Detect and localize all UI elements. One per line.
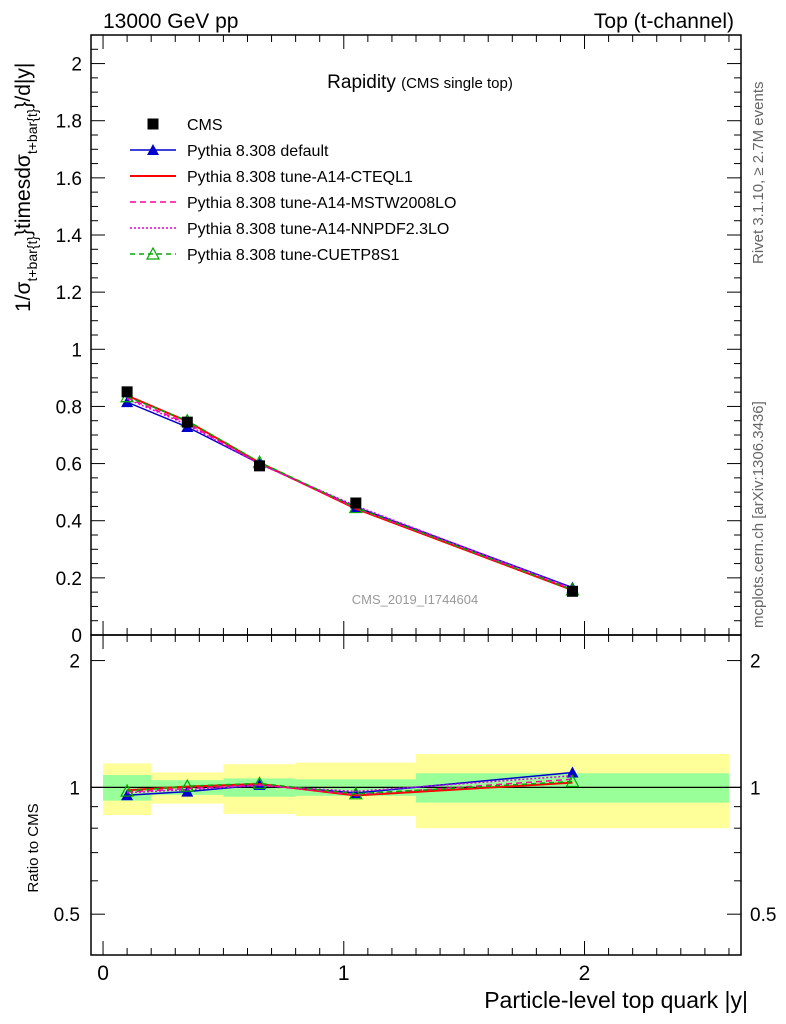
y-tick-label: 1.4 <box>56 226 83 247</box>
x-axis-label: Particle-level top quark |y| <box>484 987 748 1013</box>
ratio-tick-label: 0.5 <box>54 905 80 926</box>
ratio-tick-label: 2 <box>69 652 80 673</box>
ratio-tick-label-right: 0.5 <box>750 905 776 926</box>
y-tick-label: 0.4 <box>56 512 83 533</box>
legend-marker <box>147 118 159 130</box>
y-tick-label: 1 <box>71 340 82 361</box>
rivet-label: Rivet 3.1.10, ≥ 2.7M events <box>750 82 767 265</box>
legend-label: Pythia 8.308 tune-A14-MSTW2008LO <box>187 195 456 212</box>
process-label: Top (t-channel) <box>594 10 734 33</box>
y-tick-label: 1.6 <box>56 169 82 190</box>
series-line <box>126 401 573 589</box>
ratio-panel-frame <box>90 634 742 956</box>
legend-label: Pythia 8.308 tune-A14-CTEQL1 <box>187 169 413 186</box>
x-tick-label: 2 <box>579 962 591 985</box>
y-tick-label: 1.8 <box>56 112 82 133</box>
data-point <box>350 497 362 509</box>
y-tick-label: 2 <box>71 55 82 76</box>
data-point <box>181 416 193 428</box>
ratio-point <box>348 786 363 800</box>
ratio-point <box>566 766 579 778</box>
ratio-point <box>180 778 195 792</box>
data-point <box>121 386 133 398</box>
y-tick-label: 0.2 <box>56 569 82 590</box>
legend-label: Pythia 8.308 tune-A14-NNPDF2.3LO <box>187 221 449 238</box>
ratio-point <box>252 776 267 789</box>
y-tick-label: 0.6 <box>56 455 82 476</box>
series-line <box>126 398 573 590</box>
ratio-point <box>121 789 134 801</box>
ratio-point <box>565 774 580 788</box>
x-tick-label: 1 <box>338 962 350 985</box>
x-tick-label: 0 <box>97 962 109 985</box>
ratio-tick-label-right: 2 <box>750 652 761 673</box>
legend-marker <box>145 246 161 260</box>
y-tick-label: 1.2 <box>56 283 82 304</box>
y-tick-label: 0.8 <box>56 397 82 418</box>
energy-label: 13000 GeV pp <box>103 10 238 33</box>
y-axis-label: 1/σt+bar{t}}timesdσt+bar{t}}/d|y| <box>12 63 40 312</box>
data-point <box>254 460 266 472</box>
analysis-watermark: CMS_2019_I1744604 <box>352 592 479 607</box>
legend-label: Pythia 8.308 tune-CUETP8S1 <box>187 247 400 264</box>
legend: CMS Pythia 8.308 default Pythia 8.308 tune… <box>130 117 456 264</box>
mcplots-label: mcplots.cern.ch [arXiv:1306.3436] <box>750 401 767 628</box>
main-series <box>120 386 580 597</box>
legend-marker <box>147 144 159 155</box>
ratio-tick-label: 1 <box>69 778 80 799</box>
y-tick-label: 0 <box>71 626 82 647</box>
ratio-y-axis-label: Ratio to CMS <box>25 803 42 892</box>
data-point <box>566 585 578 597</box>
ratio-line <box>127 775 573 794</box>
series-line <box>126 397 573 590</box>
chart-title: Rapidity (CMS single top) <box>327 72 513 93</box>
axis-ticks: 0 0.2 0.4 0.6 0.8 1 1.2 1.4 1.6 1.8 2 0 1 2 0.5 0.5 1 1 2 2 <box>54 34 776 985</box>
legend-label: Pythia 8.308 default <box>187 143 329 160</box>
legend-label: CMS <box>187 117 223 134</box>
ratio-series <box>120 766 580 801</box>
ratio-line <box>127 780 573 795</box>
ratio-tick-label-right: 1 <box>750 778 761 799</box>
ratio-point <box>120 783 135 797</box>
